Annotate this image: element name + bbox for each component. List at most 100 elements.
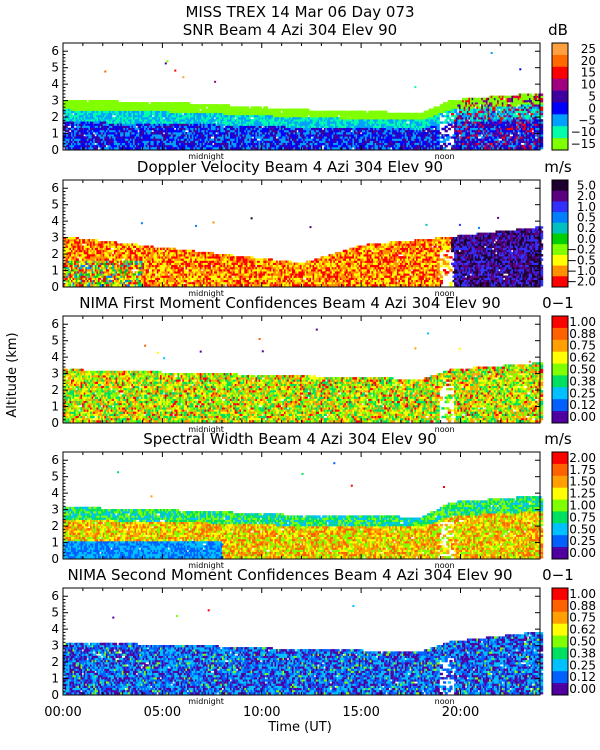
colorbar-swatch — [552, 126, 568, 138]
y-tick-label: 0 — [51, 280, 59, 294]
y-tick-label: 3 — [51, 367, 59, 381]
colorbar-swatch — [552, 212, 568, 223]
panel-title: NIMA Second Moment Confidences Beam 4 Az… — [67, 566, 512, 584]
colorbar: 2.001.751.501.251.000.750.500.250.00 — [552, 451, 596, 560]
colorbar-swatch — [552, 255, 568, 266]
y-tick-label: 5 — [51, 198, 59, 212]
colorbar-swatch — [552, 683, 568, 695]
data-field — [63, 462, 543, 558]
panel-unit: m/s — [544, 430, 572, 448]
colorbar-swatch — [552, 223, 568, 234]
panel-title: NIMA First Moment Confidences Beam 4 Azi… — [79, 294, 500, 312]
y-tick-label: 1 — [51, 264, 59, 278]
colorbar-swatch — [552, 511, 568, 523]
colorbar: 5.02.01.00.50.20.0−0.2−0.5−1.0−2.0 — [552, 178, 596, 288]
y-tick-label: 1 — [51, 400, 59, 414]
x-tick-labels: 00:00 05:00 10:00 15:00 20:00 — [44, 705, 479, 720]
colorbar-swatch — [552, 102, 568, 114]
colorbar: 1.000.880.750.620.500.380.250.120.00 — [552, 587, 596, 696]
colorbar-swatch — [552, 624, 568, 636]
x-tick-label: 05:00 — [144, 705, 181, 720]
data-field — [63, 605, 543, 694]
colorbar-swatch — [552, 476, 568, 488]
y-tick-label: 0 — [51, 688, 59, 702]
y-tick-label: 0 — [51, 416, 59, 430]
y-tick-label: 6 — [51, 181, 59, 195]
colorbar-swatch — [552, 364, 568, 376]
y-tick-label: 4 — [51, 350, 59, 364]
colorbar-swatch — [552, 43, 568, 55]
colorbar-swatch — [552, 276, 568, 287]
y-tick-label: 4 — [51, 486, 59, 500]
panel-unit: m/s — [544, 158, 572, 176]
y-tick-label: 2 — [51, 383, 59, 397]
colorbar-swatch — [552, 600, 568, 612]
y-tick-label: 2 — [51, 655, 59, 669]
panel-4: Spectral Width Beam 4 Azi 304 Elev 90 m/s… — [51, 430, 596, 570]
colorbar-swatch — [552, 352, 568, 364]
panel-unit: dB — [548, 21, 568, 39]
data-field — [63, 217, 543, 287]
y-tick-label: 1 — [51, 536, 59, 550]
y-tick-label: 0 — [51, 552, 59, 566]
colorbar-swatch — [552, 523, 568, 535]
colorbar-swatch — [552, 91, 568, 103]
data-field — [63, 329, 543, 423]
colorbar-swatch — [552, 636, 568, 648]
colorbar-swatch — [552, 67, 568, 79]
colorbar-swatch — [552, 671, 568, 683]
y-tick-label: 6 — [51, 589, 59, 603]
colorbar-swatch — [552, 201, 568, 212]
colorbar-swatch — [552, 340, 568, 352]
panel-1: SNR Beam 4 Azi 304 Elev 90 dB0123456midni… — [51, 21, 596, 161]
colorbar-swatch — [552, 114, 568, 126]
y-tick-label: 5 — [51, 61, 59, 75]
panel-2: Doppler Velocity Beam 4 Azi 304 Elev 90 m… — [51, 158, 596, 298]
y-tick-label: 3 — [51, 231, 59, 245]
midnight-marker: midnight — [188, 697, 224, 706]
y-axis-label: Altitude (km) — [5, 332, 20, 417]
panel-title: SNR Beam 4 Azi 304 Elev 90 — [183, 21, 397, 39]
y-tick-label: 2 — [51, 247, 59, 261]
y-tick-label: 4 — [51, 214, 59, 228]
colorbar-swatch — [552, 659, 568, 671]
colorbar-label: 0.00 — [569, 410, 596, 424]
colorbar-swatch — [552, 180, 568, 191]
colorbar-swatch — [552, 387, 568, 399]
data-field — [63, 52, 543, 149]
panel-3: NIMA First Moment Confidences Beam 4 Azi… — [51, 294, 596, 434]
y-tick-label: 6 — [51, 453, 59, 467]
y-tick-label: 3 — [51, 94, 59, 108]
panel-unit: 0−1 — [542, 566, 574, 584]
colorbar-swatch — [552, 464, 568, 476]
radar-figure: MISS TREX 14 Mar 06 Day 073 SNR Beam 4 A… — [0, 0, 600, 750]
colorbar-swatch — [552, 138, 568, 150]
colorbar-swatch — [552, 399, 568, 411]
colorbar-label: 0.00 — [569, 546, 596, 560]
colorbar-label: 0.00 — [569, 682, 596, 696]
colorbar-swatch — [552, 411, 568, 423]
y-tick-label: 2 — [51, 519, 59, 533]
colorbar-swatch — [552, 547, 568, 559]
panel-title: Doppler Velocity Beam 4 Azi 304 Elev 90 — [137, 158, 443, 176]
colorbar-swatch — [552, 588, 568, 600]
colorbar-swatch — [552, 647, 568, 659]
colorbar-swatch — [552, 234, 568, 245]
y-tick-label: 1 — [51, 672, 59, 686]
noon-marker: noon — [435, 425, 455, 434]
y-tick-label: 3 — [51, 639, 59, 653]
y-tick-label: 5 — [51, 470, 59, 484]
x-tick-label: 20:00 — [442, 705, 479, 720]
colorbar-swatch — [552, 375, 568, 387]
y-tick-label: 5 — [51, 606, 59, 620]
y-tick-label: 4 — [51, 622, 59, 636]
colorbar-label: −15 — [571, 137, 596, 151]
colorbar-swatch — [552, 55, 568, 67]
colorbar-label: −2.0 — [567, 275, 596, 289]
x-tick-label: 00:00 — [44, 705, 81, 720]
colorbar-swatch — [552, 488, 568, 500]
x-tick-label: 10:00 — [243, 705, 280, 720]
y-tick-label: 6 — [51, 317, 59, 331]
colorbar-swatch — [552, 316, 568, 328]
